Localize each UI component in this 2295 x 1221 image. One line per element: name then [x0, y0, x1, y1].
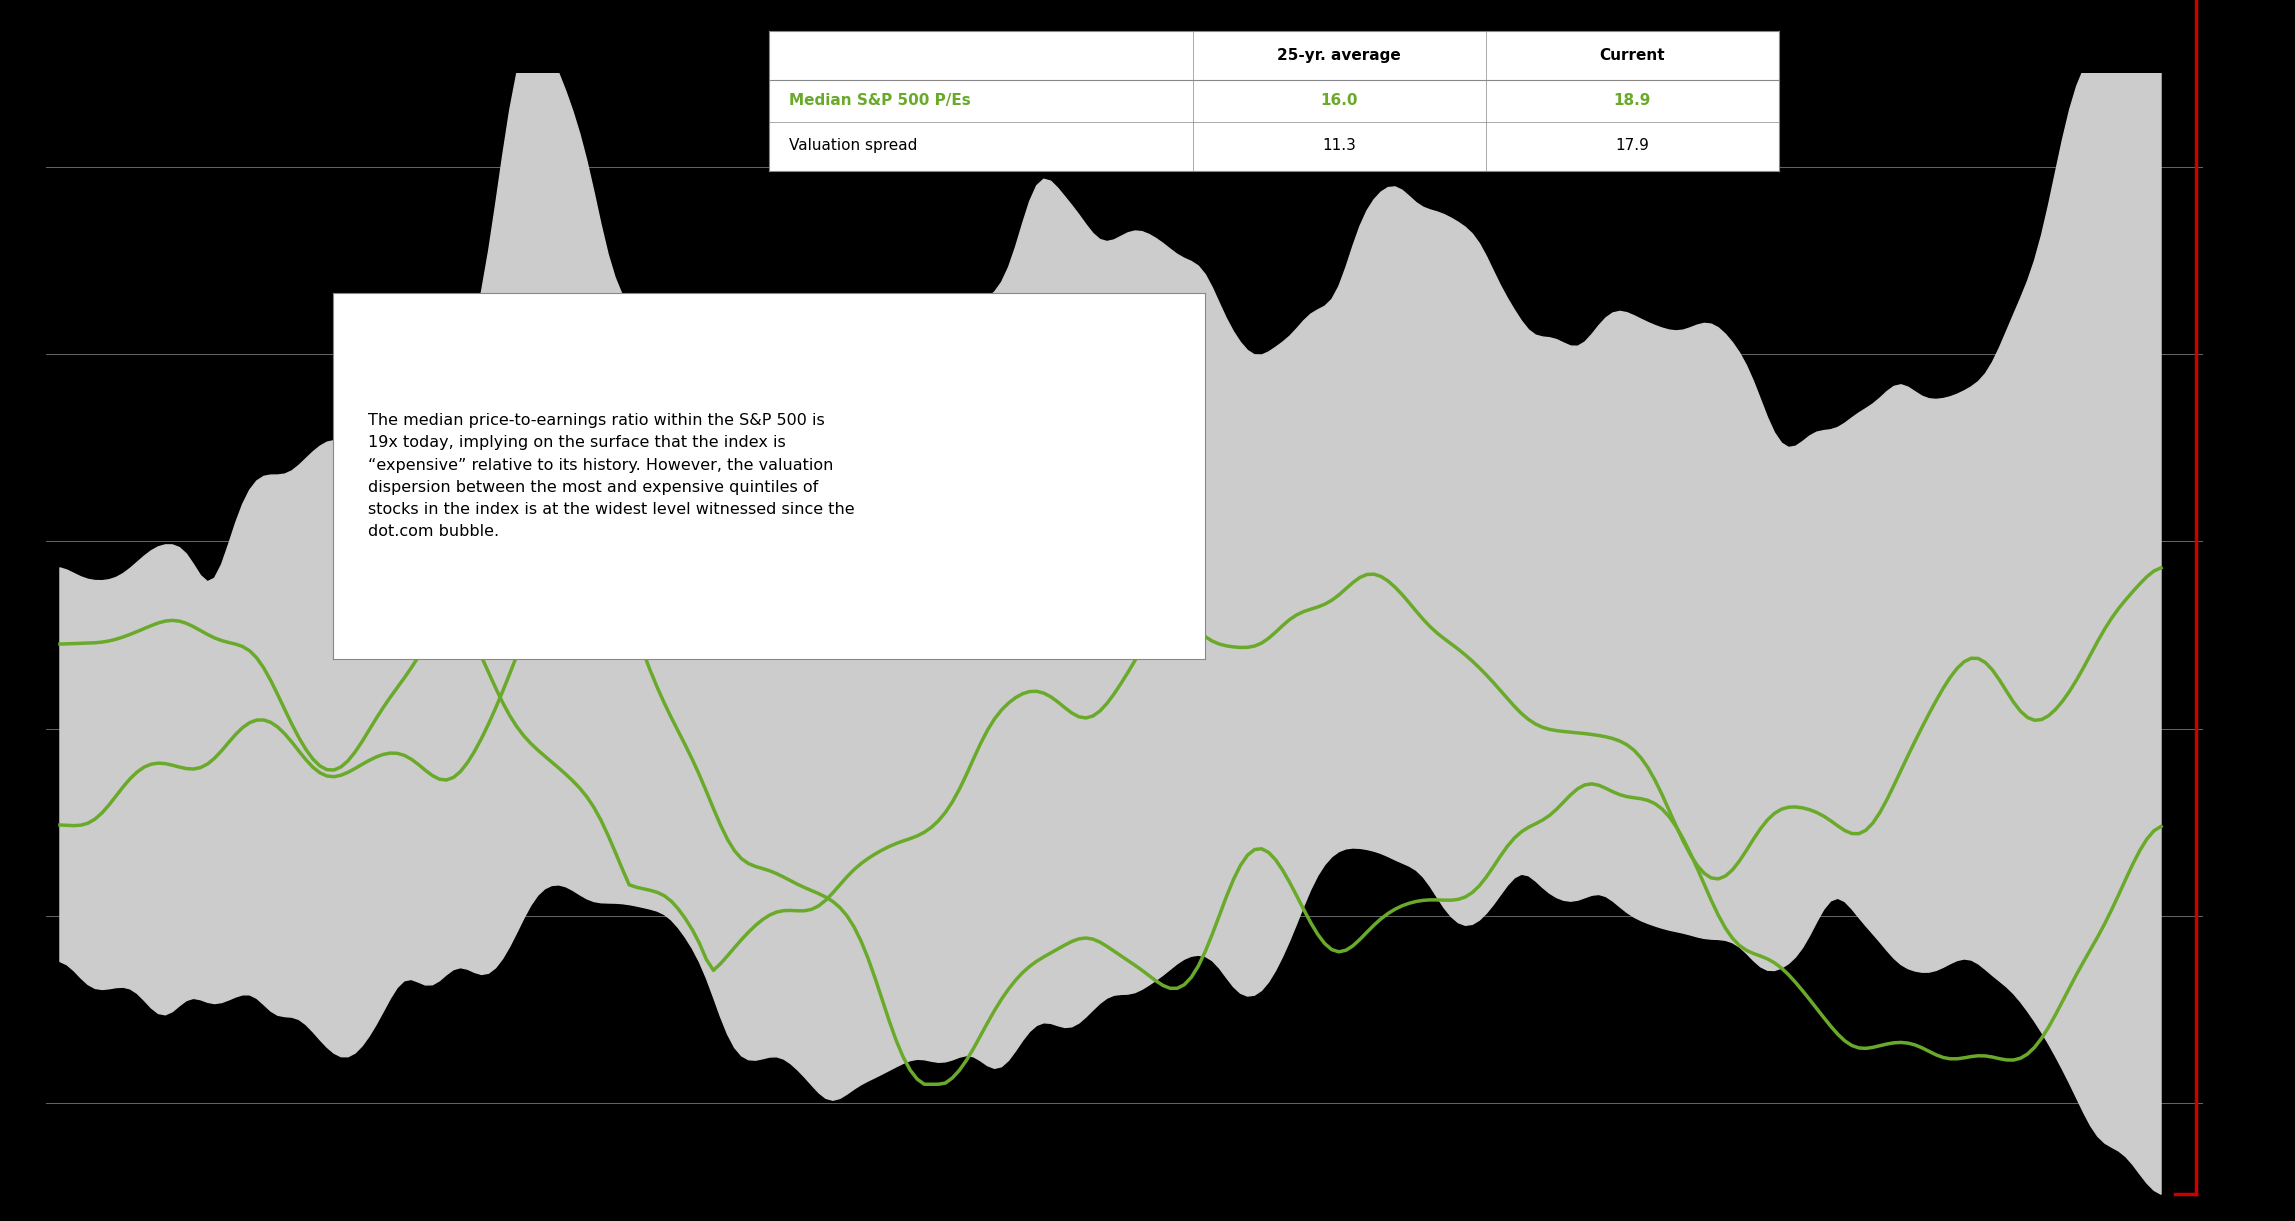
Text: Current: Current	[1600, 49, 1664, 63]
Text: Valuation spread: Valuation spread	[789, 138, 918, 153]
Text: 25-yr. average: 25-yr. average	[1278, 49, 1402, 63]
Text: The median price-to-earnings ratio within the S&P 500 is
19x today, implying on : The median price-to-earnings ratio withi…	[367, 413, 854, 540]
Text: 16.0: 16.0	[1320, 93, 1359, 109]
Text: Median S&P 500 P/Es: Median S&P 500 P/Es	[789, 93, 971, 109]
Text: 18.9: 18.9	[1613, 93, 1650, 109]
Text: 11.3: 11.3	[1322, 138, 1356, 153]
Text: 17.9: 17.9	[1616, 138, 1650, 153]
